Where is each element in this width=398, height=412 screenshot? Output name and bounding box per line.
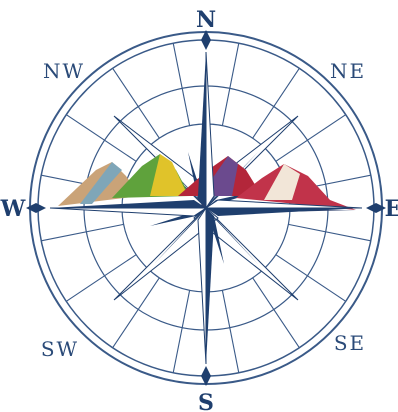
label-northwest: NW <box>43 59 85 83</box>
radial-line <box>112 277 160 348</box>
radial-line <box>275 254 346 302</box>
radial-line <box>221 43 240 126</box>
radial-line <box>66 114 137 162</box>
label-east: E <box>385 196 398 222</box>
label-southeast: SE <box>334 331 366 355</box>
label-south: S <box>198 390 214 412</box>
label-northeast: NE <box>330 59 366 83</box>
radial-line <box>221 290 240 373</box>
radial-line <box>112 68 160 139</box>
label-southwest: SW <box>41 337 79 361</box>
radial-line <box>275 114 346 162</box>
radial-line <box>66 254 137 302</box>
cardinal-markers <box>26 30 386 386</box>
radial-line <box>252 277 300 348</box>
radial-line <box>41 223 124 242</box>
label-north: N <box>196 7 216 33</box>
radial-line <box>172 43 191 126</box>
label-west: W <box>0 196 26 222</box>
radial-line <box>172 290 191 373</box>
radial-line <box>252 68 300 139</box>
compass-cardinal-points <box>49 51 363 365</box>
radial-line <box>288 223 371 242</box>
